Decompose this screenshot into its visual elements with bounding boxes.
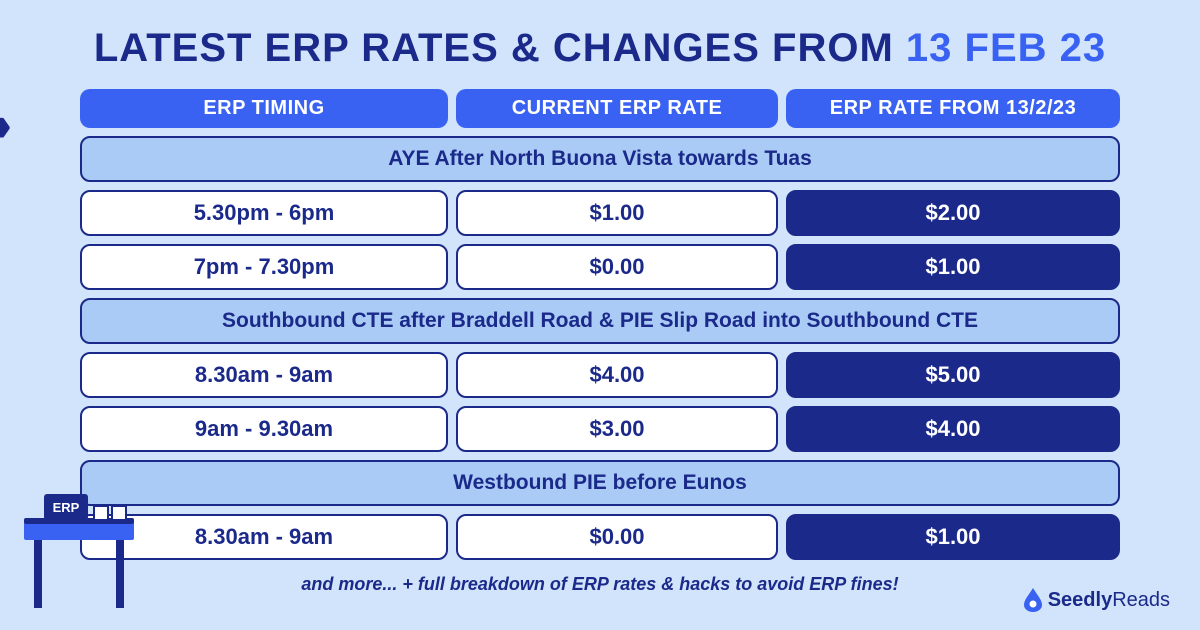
- table-header-row: ERP TIMING CURRENT ERP RATE ERP RATE FRO…: [80, 89, 1120, 128]
- col-new: ERP RATE FROM 13/2/23: [786, 89, 1120, 128]
- cell-new: $5.00: [786, 352, 1120, 398]
- table-row: 8.30am - 9am $0.00 $1.00: [80, 514, 1120, 560]
- cell-new: $1.00: [786, 514, 1120, 560]
- section-label: Westbound PIE before Eunos: [80, 460, 1120, 506]
- cell-current: $0.00: [456, 244, 778, 290]
- cell-current: $3.00: [456, 406, 778, 452]
- cell-timing: 8.30am - 9am: [80, 352, 448, 398]
- cell-new: $2.00: [786, 190, 1120, 236]
- section-label: AYE After North Buona Vista towards Tuas: [80, 136, 1120, 182]
- cell-new: $1.00: [786, 244, 1120, 290]
- title-date: 13 FEB 23: [906, 26, 1106, 70]
- col-current: CURRENT ERP RATE: [456, 89, 778, 128]
- erp-table: ERP TIMING CURRENT ERP RATE ERP RATE FRO…: [80, 89, 1120, 560]
- cell-current: $0.00: [456, 514, 778, 560]
- table-row: 9am - 9.30am $3.00 $4.00: [80, 406, 1120, 452]
- table-row: 7pm - 7.30pm $0.00 $1.00: [80, 244, 1120, 290]
- table-row: 8.30am - 9am $4.00 $5.00: [80, 352, 1120, 398]
- table-row: 5.30pm - 6pm $1.00 $2.00: [80, 190, 1120, 236]
- cell-new: $4.00: [786, 406, 1120, 452]
- footnote: and more... + full breakdown of ERP rate…: [0, 574, 1200, 595]
- col-timing: ERP TIMING: [80, 89, 448, 128]
- brand-name: SeedlyReads: [1048, 589, 1170, 612]
- section-label: Southbound CTE after Braddell Road & PIE…: [80, 298, 1120, 344]
- brand-logo: SeedlyReads: [1024, 588, 1170, 612]
- seedly-drop-icon: [1024, 588, 1042, 612]
- cell-timing: 5.30pm - 6pm: [80, 190, 448, 236]
- gantry-label: ERP: [53, 500, 80, 515]
- title-prefix: LATEST ERP RATES & CHANGES FROM: [94, 26, 906, 70]
- cell-current: $1.00: [456, 190, 778, 236]
- page-title: LATEST ERP RATES & CHANGES FROM 13 FEB 2…: [0, 0, 1200, 89]
- erp-gantry-icon: ERP: [14, 478, 144, 608]
- cell-current: $4.00: [456, 352, 778, 398]
- cell-timing: 9am - 9.30am: [80, 406, 448, 452]
- cell-timing: 7pm - 7.30pm: [80, 244, 448, 290]
